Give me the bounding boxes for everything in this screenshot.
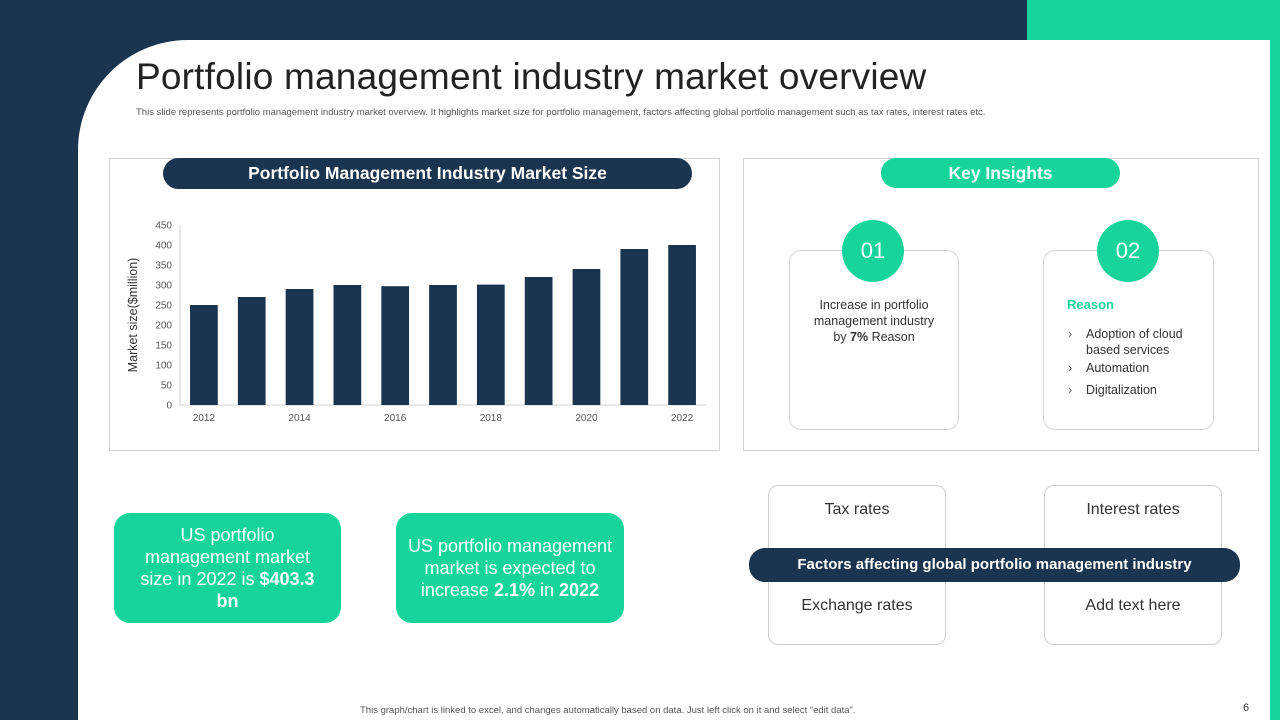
- corner-accent: [1027, 0, 1280, 40]
- x-tick-label: 2022: [671, 413, 694, 424]
- insight-line-2: management industry: [813, 314, 935, 328]
- y-tick-label: 50: [161, 381, 173, 392]
- x-tick-label: 2012: [193, 413, 216, 424]
- insight-number-01: 01: [842, 220, 904, 282]
- x-tick-label: 2014: [288, 413, 311, 424]
- insight-line-1: Increase in portfolio: [819, 298, 929, 312]
- y-tick-label: 300: [155, 281, 172, 292]
- x-tick-label: 2018: [480, 413, 503, 424]
- bar-2021: [620, 249, 649, 405]
- y-tick-label: 400: [155, 241, 172, 252]
- y-tick-label: 150: [155, 341, 172, 352]
- bar-2020: [572, 269, 601, 405]
- stat-growth-text: US portfolio management market is expect…: [407, 536, 613, 600]
- x-tick-label: 2016: [384, 413, 407, 424]
- reason-bullet-3: › Digitalization: [1068, 383, 1157, 397]
- bar-2019: [524, 277, 553, 405]
- edge-accent: [1270, 40, 1280, 720]
- y-tick-label: 100: [155, 361, 172, 372]
- insight-by: by: [833, 330, 847, 344]
- factors-heading: Factors affecting global portfolio manag…: [749, 548, 1240, 582]
- y-tick-label: 350: [155, 261, 172, 272]
- page-subtitle: This slide represents portfolio manageme…: [136, 107, 986, 118]
- stat-growth-value: 2.1%: [493, 580, 535, 600]
- y-tick-label: 450: [155, 221, 172, 232]
- footnote: This graph/chart is linked to excel, and…: [360, 705, 856, 716]
- bar-2018: [476, 284, 505, 405]
- bar-2022: [668, 245, 696, 405]
- x-tick-label: 2020: [575, 413, 598, 424]
- insight-card-1-text: Increase in portfolio management industr…: [790, 297, 958, 345]
- chevron-right-icon: ›: [1068, 383, 1073, 397]
- stat-market-size-text: US portfolio management market size in 2…: [140, 525, 311, 589]
- stat-growth-year: 2022: [559, 580, 600, 600]
- y-tick-label: 200: [155, 321, 172, 332]
- reason-bullet-1: › Adoption of cloud based services: [1068, 327, 1183, 357]
- stat-market-size-value: $403.3 bn: [216, 569, 315, 611]
- reason-heading: Reason: [1067, 297, 1114, 312]
- stat-growth-mid: in: [540, 580, 555, 600]
- insight-end: Reason: [871, 330, 915, 344]
- page-title: Portfolio management industry market ove…: [136, 56, 927, 97]
- reason-bullet-2: › Automation: [1068, 361, 1150, 375]
- page-number: 6: [1243, 702, 1250, 714]
- key-insights-heading: Key Insights: [881, 158, 1120, 188]
- bar-2015: [333, 285, 362, 405]
- bar-2017: [429, 285, 457, 405]
- y-tick-label: 250: [155, 301, 172, 312]
- market-size-heading: Portfolio Management Industry Market Siz…: [163, 158, 692, 189]
- bar-2016: [381, 286, 410, 405]
- market-size-chart[interactable]: 0 50 100 150 200 250 300 350 400 450 Market size($…: [110, 200, 710, 440]
- chevron-right-icon: ›: [1068, 361, 1073, 375]
- insight-percent: 7%: [850, 330, 869, 344]
- bar-2014: [285, 289, 314, 405]
- bar-2013: [237, 297, 266, 405]
- stat-market-size: US portfolio management market size in 2…: [114, 513, 341, 623]
- y-tick-label: 0: [166, 401, 172, 412]
- insight-number-02: 02: [1097, 220, 1159, 282]
- stat-growth: US portfolio management market is expect…: [396, 513, 624, 623]
- chevron-right-icon: ›: [1068, 327, 1073, 341]
- bar-2012: [190, 305, 218, 405]
- y-axis-label: Market size($million): [126, 258, 140, 373]
